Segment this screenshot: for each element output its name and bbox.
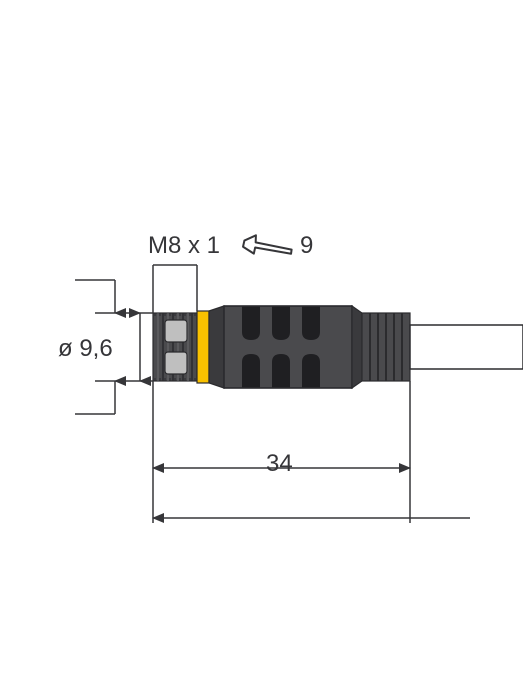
yellow-ring	[197, 311, 209, 383]
cable-stub	[410, 325, 523, 369]
dimension-lines	[75, 265, 470, 523]
threaded-nut	[153, 313, 197, 381]
strain-relief	[362, 313, 410, 381]
connector-body	[153, 306, 523, 388]
overmold-body	[209, 306, 362, 388]
connector-drawing	[0, 0, 523, 700]
